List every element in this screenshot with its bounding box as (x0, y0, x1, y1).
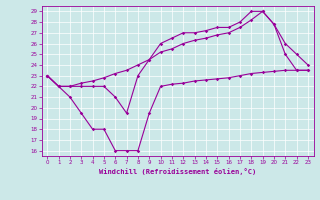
X-axis label: Windchill (Refroidissement éolien,°C): Windchill (Refroidissement éolien,°C) (99, 168, 256, 175)
